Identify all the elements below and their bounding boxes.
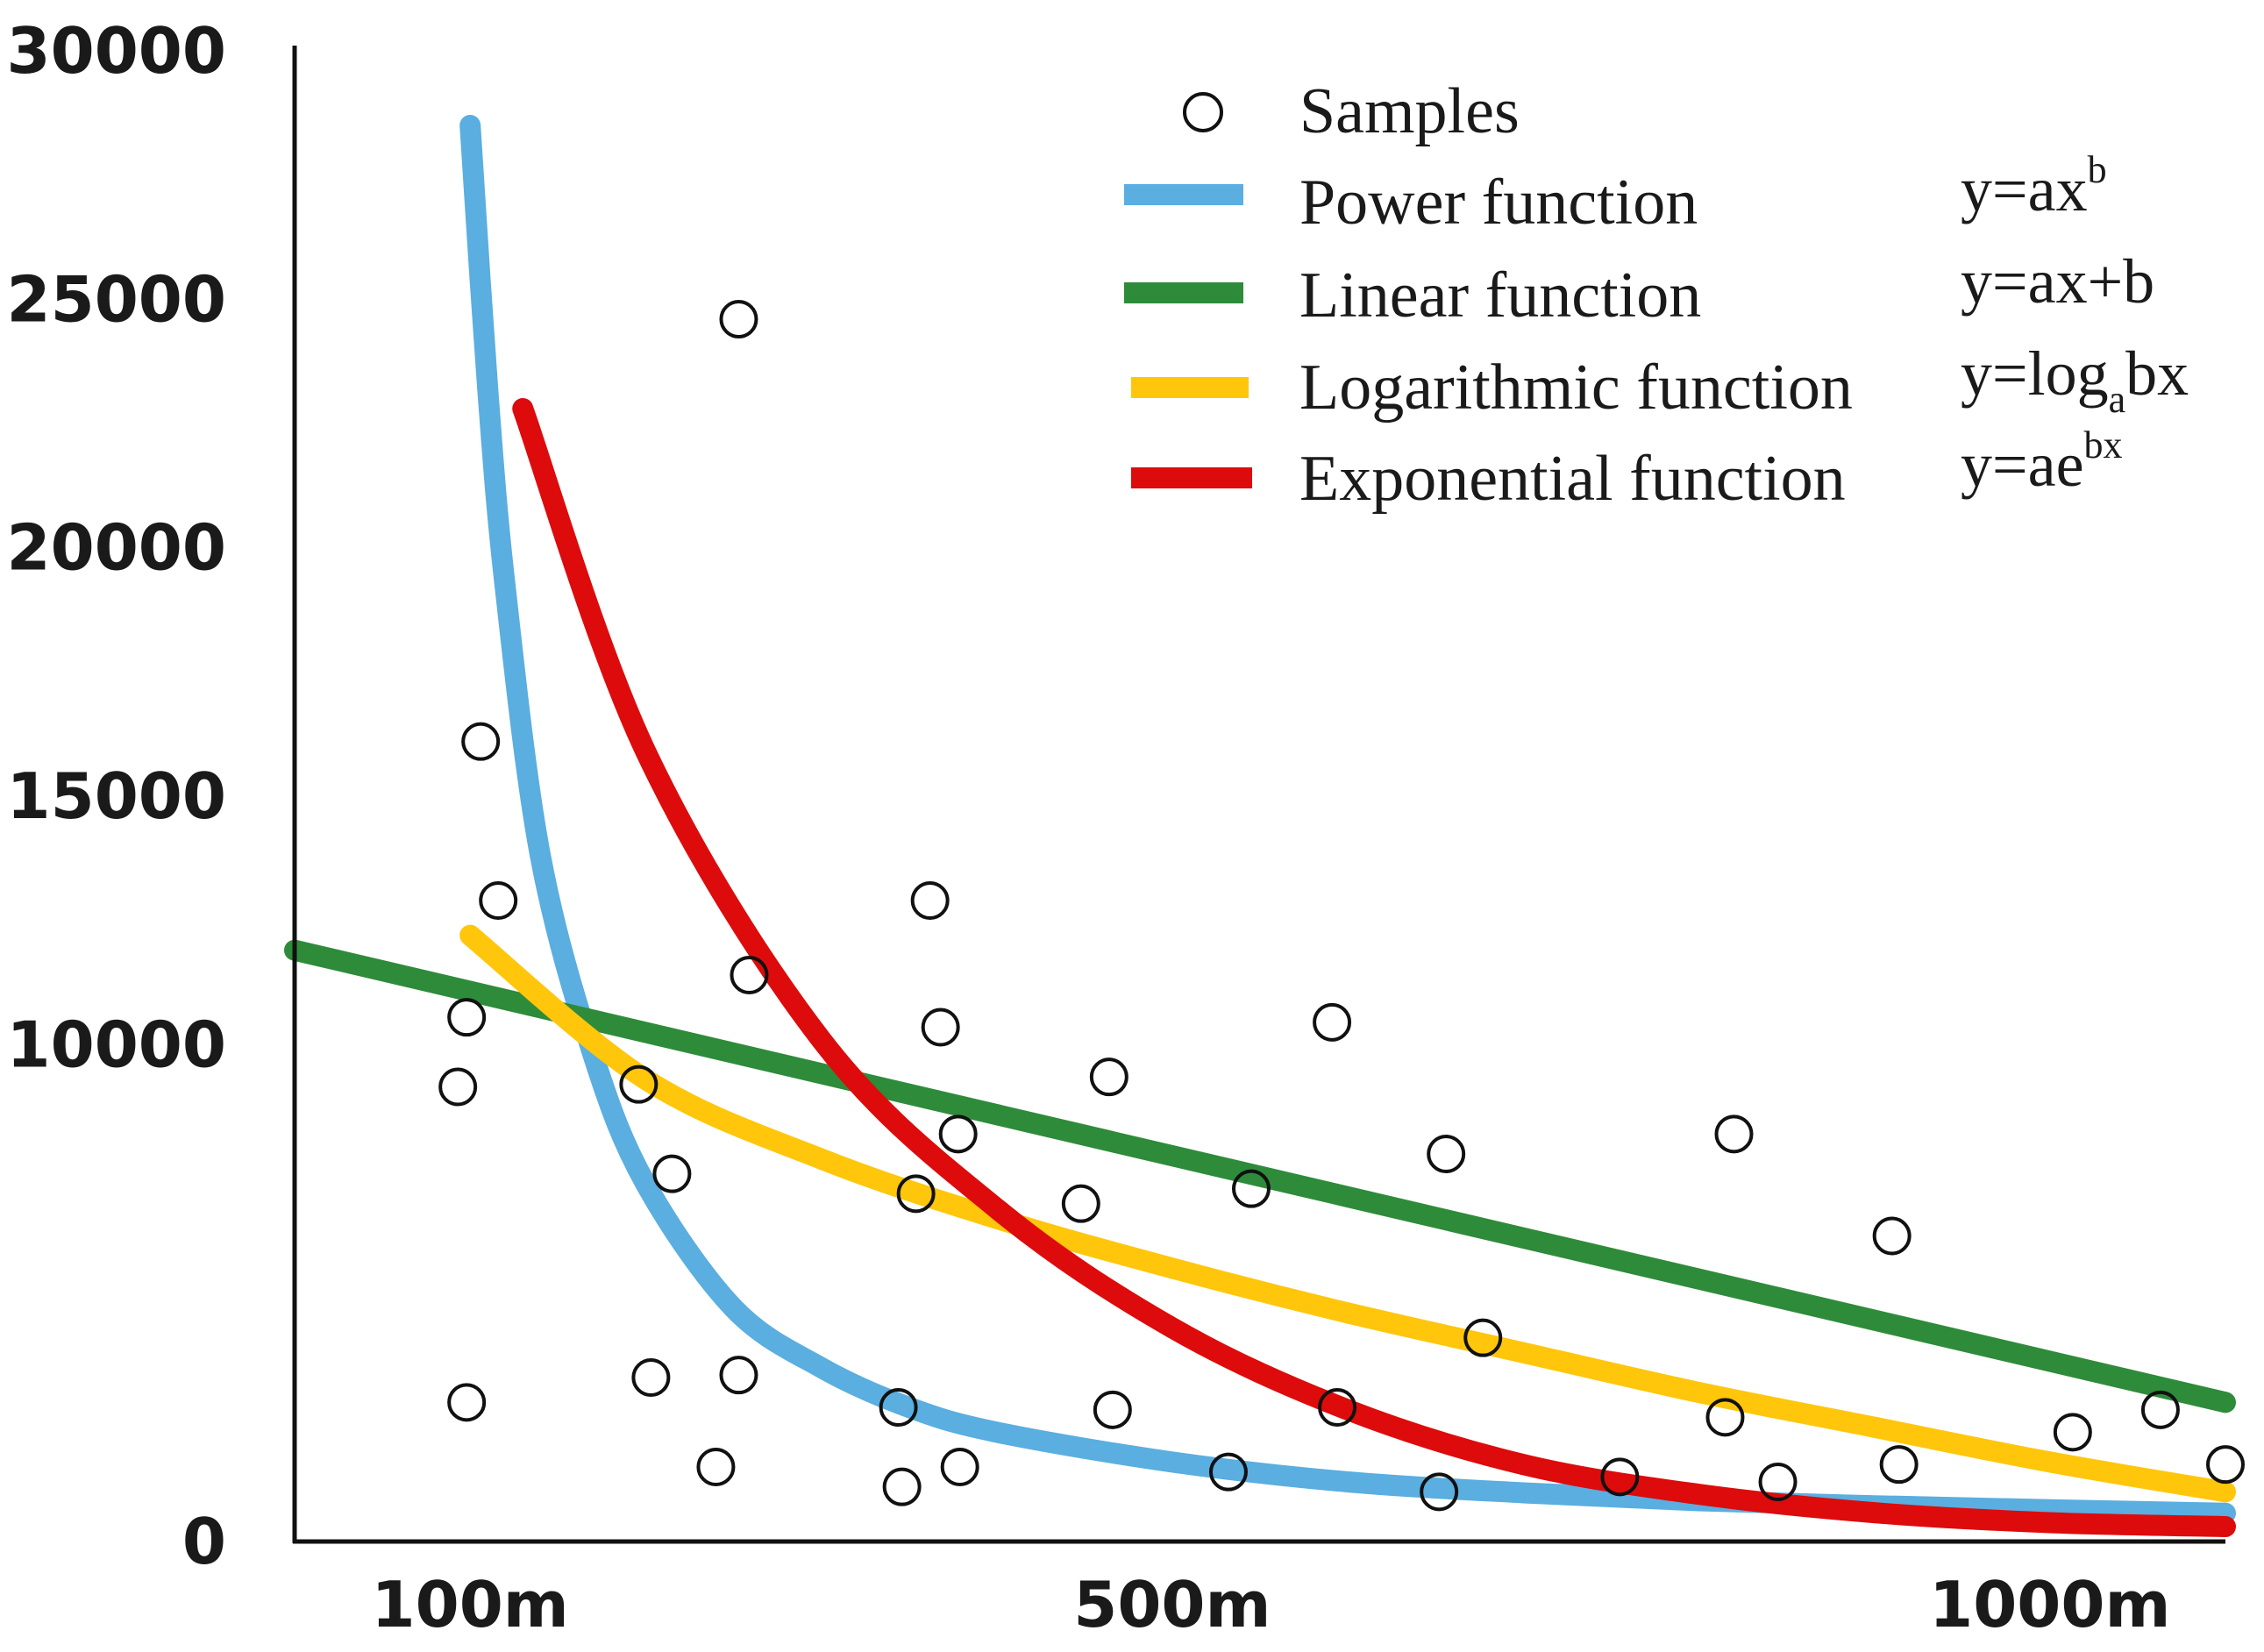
equation-logarithmic: y=logabx bbox=[1961, 338, 2189, 421]
sample-point bbox=[1758, 1463, 1798, 1501]
fit-curves bbox=[284, 115, 2236, 1537]
equation-power: y=axb bbox=[1961, 148, 2107, 224]
sample-point bbox=[1463, 1318, 1503, 1357]
sample-point bbox=[921, 1008, 960, 1047]
x-tick-label: 500m bbox=[1073, 1568, 1271, 1641]
sample-point bbox=[2140, 1390, 2180, 1429]
sample-point bbox=[730, 956, 769, 994]
legend-label-power: Power function bbox=[1299, 167, 1698, 239]
legend-label-exponential: Exponential function bbox=[1299, 443, 1846, 515]
sample-point bbox=[1093, 1390, 1132, 1429]
y-tick-label: 15000 bbox=[7, 759, 227, 833]
sample-point bbox=[910, 881, 950, 920]
sample-point bbox=[1705, 1398, 1745, 1437]
sample-point bbox=[882, 1467, 922, 1506]
y-tick-labels: 0 10000 15000 20000 25000 30000 bbox=[7, 14, 227, 1578]
sample-point bbox=[2206, 1445, 2245, 1485]
sample-point bbox=[1879, 1445, 1919, 1485]
y-tick-label: 30000 bbox=[7, 14, 227, 88]
equation-exponential: y=aebx bbox=[1961, 424, 2123, 500]
sample-point bbox=[879, 1388, 918, 1427]
sample-point bbox=[719, 300, 758, 338]
sample-point bbox=[1208, 1452, 1248, 1492]
sample-point bbox=[461, 722, 501, 761]
legend-label-logarithmic: Logarithmic function bbox=[1299, 352, 1853, 424]
sample-point bbox=[447, 1383, 487, 1422]
sample-points bbox=[438, 300, 2245, 1512]
y-tick-label: 25000 bbox=[7, 262, 227, 336]
sample-point bbox=[1872, 1216, 1912, 1256]
curve-linear-function bbox=[284, 939, 2236, 1413]
sample-point bbox=[1420, 1472, 1459, 1512]
sample-point bbox=[896, 1174, 936, 1214]
axes bbox=[292, 46, 2225, 1544]
sample-point bbox=[479, 881, 518, 920]
sample-point bbox=[1714, 1114, 1754, 1154]
legend-label-samples: Samples bbox=[1299, 75, 1520, 147]
sample-point bbox=[1318, 1388, 1357, 1427]
x-tick-label: 100m bbox=[372, 1568, 569, 1641]
sample-point bbox=[1313, 1002, 1352, 1042]
sample-point bbox=[447, 998, 487, 1037]
sample-point bbox=[619, 1065, 659, 1104]
sample-point bbox=[1089, 1057, 1128, 1097]
y-tick-label: 0 bbox=[182, 1505, 226, 1578]
sample-point bbox=[719, 1356, 758, 1395]
sample-point bbox=[1600, 1457, 1640, 1497]
sample-point bbox=[652, 1154, 692, 1193]
legend-sample-marker bbox=[1183, 92, 1223, 132]
y-tick-label: 20000 bbox=[7, 511, 227, 585]
x-tick-labels: 100m 500m 1000m bbox=[372, 1568, 2171, 1641]
sample-point bbox=[2053, 1413, 2092, 1452]
sample-point bbox=[631, 1358, 671, 1397]
sample-point bbox=[438, 1067, 478, 1107]
equation-linear: y=ax+b bbox=[1961, 246, 2154, 317]
sample-point bbox=[1427, 1135, 1466, 1173]
curve-logarithmic-function bbox=[459, 924, 2236, 1503]
curve-exponential-function bbox=[512, 398, 2236, 1537]
sample-point bbox=[1061, 1184, 1100, 1223]
sample-point bbox=[938, 1114, 978, 1154]
x-tick-label: 1000m bbox=[1929, 1568, 2170, 1641]
sample-point bbox=[940, 1448, 979, 1486]
legend-label-linear: Linear function bbox=[1299, 260, 1701, 331]
sample-point bbox=[1231, 1169, 1271, 1208]
legend: Samples Power function y=axb Linear func… bbox=[1124, 75, 2189, 515]
y-tick-label: 10000 bbox=[7, 1008, 227, 1081]
sample-point bbox=[696, 1448, 736, 1486]
